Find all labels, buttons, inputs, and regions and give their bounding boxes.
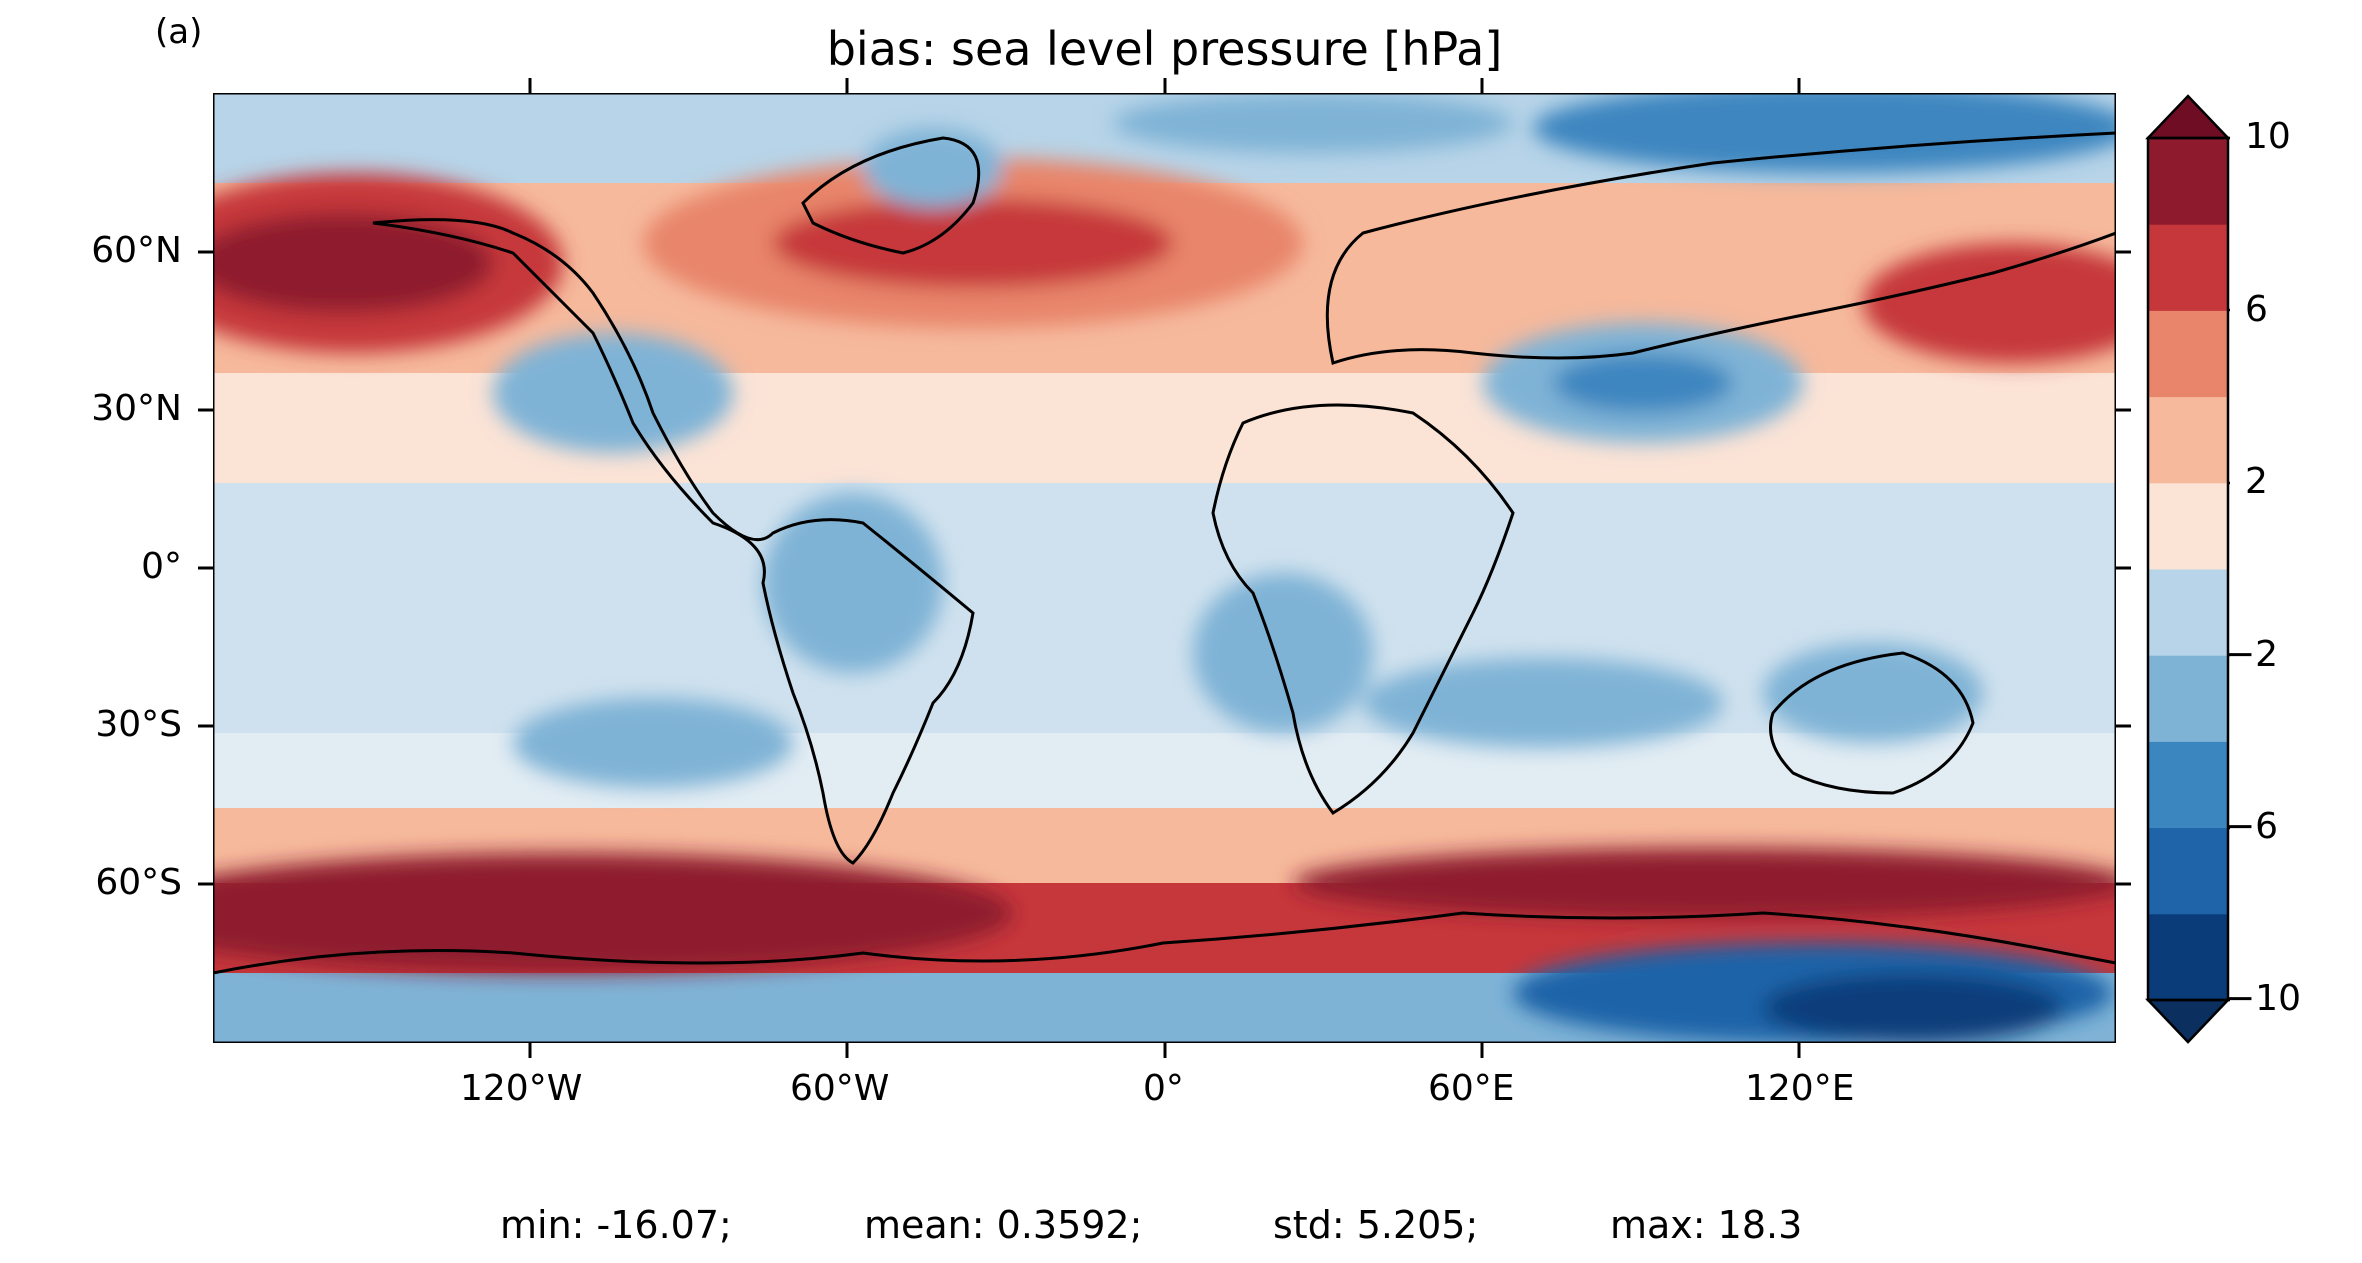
stats-line: min: -16.07; mean: 0.3592; std: 5.205; m… [0,1203,2362,1263]
stat-max: max: 18.3 [1610,1203,1803,1247]
colorbar-block [2148,913,2228,1001]
colorbar-block [2148,741,2228,829]
colorbar-extend-bottom [2145,998,2230,1044]
axis-ticks [198,78,2131,1058]
colorbar [2145,94,2230,1044]
colorbar-label-m10: −10 [2225,978,2301,1019]
colorbar-block [2148,224,2228,311]
x-tick-60E: 60°E [1428,1068,1515,1109]
sea-level-pressure-bias-map [213,93,2116,1043]
colorbar-label-10: 10 [2245,116,2291,157]
colorbar-block [2148,827,2228,915]
colorbar-extend-top [2145,94,2230,140]
x-tick-0: 0° [1143,1068,1184,1109]
y-tick-30S: 30°S [95,704,182,745]
x-tick-120E: 120°E [1745,1068,1855,1109]
colorbar-block [2148,396,2228,484]
stat-min: min: -16.07; [500,1203,732,1247]
colorbar-block [2148,310,2228,398]
colorbar-label-m6: −6 [2225,806,2279,847]
coastlines [213,131,2116,975]
colorbar-label-m2: −2 [2225,634,2279,675]
colorbar-block [2148,482,2228,570]
x-tick-120W: 120°W [460,1068,583,1109]
colorbar-block [2148,569,2228,656]
y-tick-30N: 30°N [91,388,182,429]
y-tick-60N: 60°N [91,230,182,271]
y-tick-0: 0° [141,546,182,587]
panel-label: (a) [155,12,203,52]
stat-std: std: 5.205; [1273,1203,1479,1247]
stat-mean: mean: 0.3592; [864,1203,1143,1247]
colorbar-label-6: 6 [2245,289,2268,330]
y-tick-60S: 60°S [95,862,182,903]
colorbar-block [2148,138,2228,225]
colorbar-label-2: 2 [2245,461,2268,502]
map-title: bias: sea level pressure [hPa] [826,22,1503,76]
x-tick-60W: 60°W [790,1068,890,1109]
colorbar-block [2148,655,2228,742]
